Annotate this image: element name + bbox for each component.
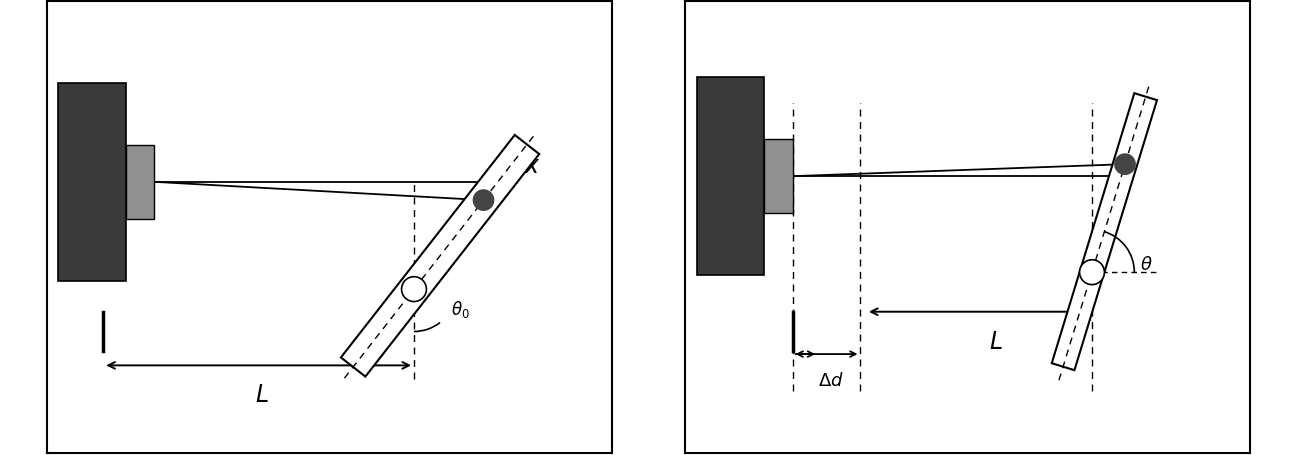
Polygon shape — [1052, 94, 1157, 370]
Bar — [126, 146, 154, 219]
Circle shape — [1079, 260, 1105, 285]
Text: $L$: $L$ — [254, 383, 268, 406]
Circle shape — [402, 277, 427, 302]
Circle shape — [1115, 155, 1135, 175]
Bar — [696, 78, 764, 275]
Text: $\Delta d$: $\Delta d$ — [818, 371, 844, 389]
Bar — [58, 84, 126, 281]
Text: $x$: $x$ — [524, 153, 541, 177]
Text: $L$: $L$ — [990, 329, 1003, 353]
Circle shape — [473, 191, 494, 211]
Text: $\theta_0$: $\theta_0$ — [450, 299, 470, 320]
Text: $\theta$: $\theta$ — [1140, 255, 1153, 273]
Bar — [764, 140, 792, 213]
Polygon shape — [341, 136, 540, 377]
